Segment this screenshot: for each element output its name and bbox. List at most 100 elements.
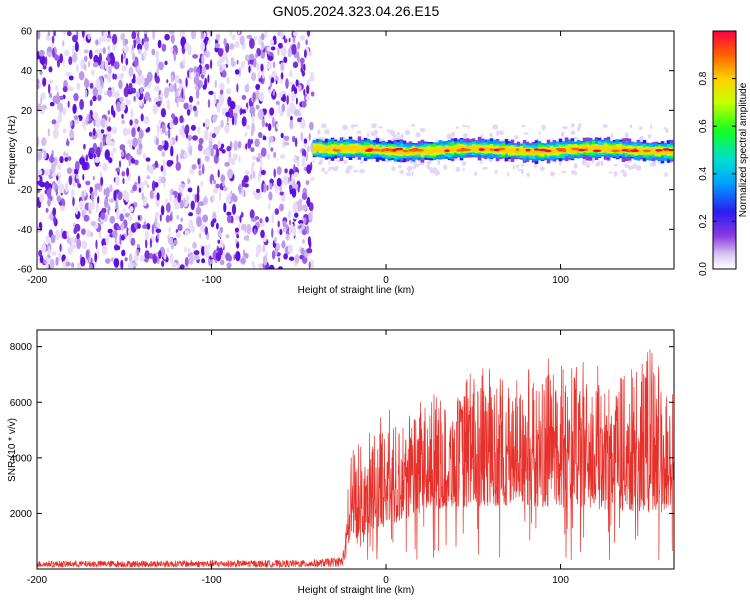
spectrogram-noise-cell bbox=[142, 153, 147, 159]
spectrogram-noise-cell bbox=[310, 210, 314, 216]
spectrogram-halo-cell bbox=[581, 159, 587, 166]
spectrogram-halo-cell bbox=[578, 123, 582, 129]
spectrogram-noise-cell bbox=[91, 191, 95, 202]
spectrogram-peak-cell bbox=[515, 148, 520, 151]
spectrogram-noise-cell bbox=[125, 193, 129, 203]
spectrogram-noise-cell bbox=[116, 208, 120, 220]
spectrogram-noise-cell bbox=[111, 126, 117, 135]
spectrogram-halo-cell bbox=[526, 172, 530, 177]
spectrogram-noise-cell bbox=[217, 169, 220, 178]
spectrogram-noise-cell bbox=[117, 191, 123, 201]
spectrogram-noise-cell bbox=[181, 183, 186, 188]
spectrogram-noise-cell bbox=[118, 79, 123, 90]
spectrogram-noise-cell bbox=[272, 116, 275, 128]
y-tick-label: 8000 bbox=[10, 342, 33, 353]
spectrogram-noise-cell bbox=[217, 140, 222, 149]
colorbar bbox=[713, 31, 736, 269]
spectrogram-peak-cell bbox=[489, 148, 493, 151]
spectrogram-signal-cell bbox=[411, 148, 416, 155]
spectrogram-halo-cell bbox=[411, 170, 414, 177]
spectrogram-halo-cell bbox=[317, 129, 321, 135]
spectrogram-noise-cell bbox=[147, 126, 151, 132]
spectrogram-signal-cell bbox=[483, 145, 488, 152]
spectrogram-noise-cell bbox=[250, 129, 254, 137]
spectrogram-noise-cell bbox=[154, 160, 158, 168]
spectrogram-peak-cell bbox=[577, 148, 587, 152]
spectrogram-peak-cell bbox=[642, 149, 651, 153]
spectrogram-noise-cell bbox=[260, 169, 266, 176]
spectrogram-halo-cell bbox=[370, 131, 377, 137]
spectrogram-noise-cell bbox=[146, 184, 150, 189]
spectrogram-noise-cell bbox=[68, 156, 72, 162]
spectrogram-noise-cell bbox=[266, 184, 269, 191]
spectrogram-noise-cell bbox=[105, 135, 112, 146]
spectrogram-noise-cell bbox=[181, 88, 184, 99]
snr-y-label: SNR (10 * v/v) bbox=[7, 418, 18, 482]
spectrogram-noise-cell bbox=[307, 236, 311, 246]
spectrogram-noise-cell bbox=[303, 63, 306, 72]
spectrogram-signal-cell bbox=[441, 147, 446, 154]
spectrogram-noise-cell bbox=[309, 121, 314, 131]
spectrogram-noise-cell bbox=[62, 40, 65, 47]
spectrogram-noise-cell bbox=[164, 130, 169, 136]
spectrogram-noise-cell bbox=[62, 128, 67, 134]
spectrogram-signal-cell bbox=[663, 149, 668, 156]
spectrogram-noise-cell bbox=[305, 180, 310, 186]
spectrogram-noise-cell bbox=[158, 119, 162, 125]
spectrogram-noise-cell bbox=[46, 51, 52, 56]
spectrogram-halo-cell bbox=[462, 167, 465, 172]
spectrogram-noise-cell bbox=[123, 207, 126, 215]
spectrogram-noise-cell bbox=[273, 151, 277, 159]
spectrogram-halo-cell bbox=[600, 160, 603, 166]
spectrogram-noise-cell bbox=[258, 263, 264, 269]
y-tick-label: -40 bbox=[18, 225, 33, 236]
spectrogram-noise-cell bbox=[94, 183, 101, 190]
spectrogram-halo-cell bbox=[512, 164, 516, 170]
snr-x-ticks: -200 -100 0 100 bbox=[27, 330, 569, 586]
spectrogram-noise-cell bbox=[99, 48, 103, 54]
spectrogram-noise-cell bbox=[107, 45, 111, 51]
spectrogram-noise-cell bbox=[166, 79, 169, 84]
spectrogram-noise-cell bbox=[212, 144, 219, 150]
spectrogram-noise-cell bbox=[308, 261, 311, 269]
spectrogram-noise-cell bbox=[251, 72, 257, 82]
spectrogram-noise-cell bbox=[217, 48, 224, 57]
spectrogram-noise-cell bbox=[290, 115, 293, 121]
spectrogram-noise-cell bbox=[48, 66, 53, 73]
spectrogram-noise-cell bbox=[292, 36, 296, 43]
spectrogram-signal-cell bbox=[396, 148, 401, 155]
spectrogram-noise-cell bbox=[56, 58, 61, 68]
spectrogram-noise-cell bbox=[207, 74, 210, 83]
spectrogram-noise-cell bbox=[160, 108, 166, 118]
spectrogram-noise-cell bbox=[37, 150, 42, 161]
spectrogram-noise-cell bbox=[161, 124, 166, 134]
spectrogram-noise-cell bbox=[270, 46, 276, 51]
spectrogram-noise-cell bbox=[258, 131, 263, 139]
x-tick-label: 100 bbox=[552, 275, 569, 286]
spectrogram-noise-cell bbox=[157, 232, 160, 239]
spectrogram-noise-cell bbox=[240, 211, 244, 218]
spectrogram-noise-cell bbox=[48, 79, 54, 84]
spectrogram-noise-cell bbox=[203, 129, 209, 141]
spectrogram-noise-cell bbox=[62, 57, 65, 67]
spectrogram-noise-cell bbox=[170, 74, 174, 83]
spectrogram-signal-cell bbox=[318, 145, 323, 151]
spectrogram-signal-cell bbox=[429, 148, 434, 155]
spectrogram-noise-cell bbox=[255, 83, 261, 91]
spectrogram-noise-cell bbox=[136, 43, 143, 51]
spectrogram-halo-cell bbox=[396, 136, 402, 140]
spectrogram-noise-cell bbox=[143, 115, 150, 125]
spectrogram-noise-cell bbox=[111, 33, 118, 45]
spectrogram-signal-cell bbox=[465, 146, 470, 151]
spectrogram-noise-cell bbox=[69, 128, 74, 139]
spectrogram-noise-cell bbox=[84, 55, 88, 62]
spectrogram-noise-cell bbox=[298, 106, 302, 115]
spectrogram-noise-cell bbox=[211, 133, 216, 139]
spectrogram-signal-cell bbox=[468, 146, 473, 152]
spectrogram-noise-cell bbox=[154, 86, 158, 92]
x-tick-label: 0 bbox=[383, 275, 389, 286]
spectrogram-noise-cell bbox=[125, 97, 128, 104]
spectrogram-noise-cell bbox=[47, 83, 51, 94]
spectrogram-halo-cell bbox=[467, 125, 470, 129]
